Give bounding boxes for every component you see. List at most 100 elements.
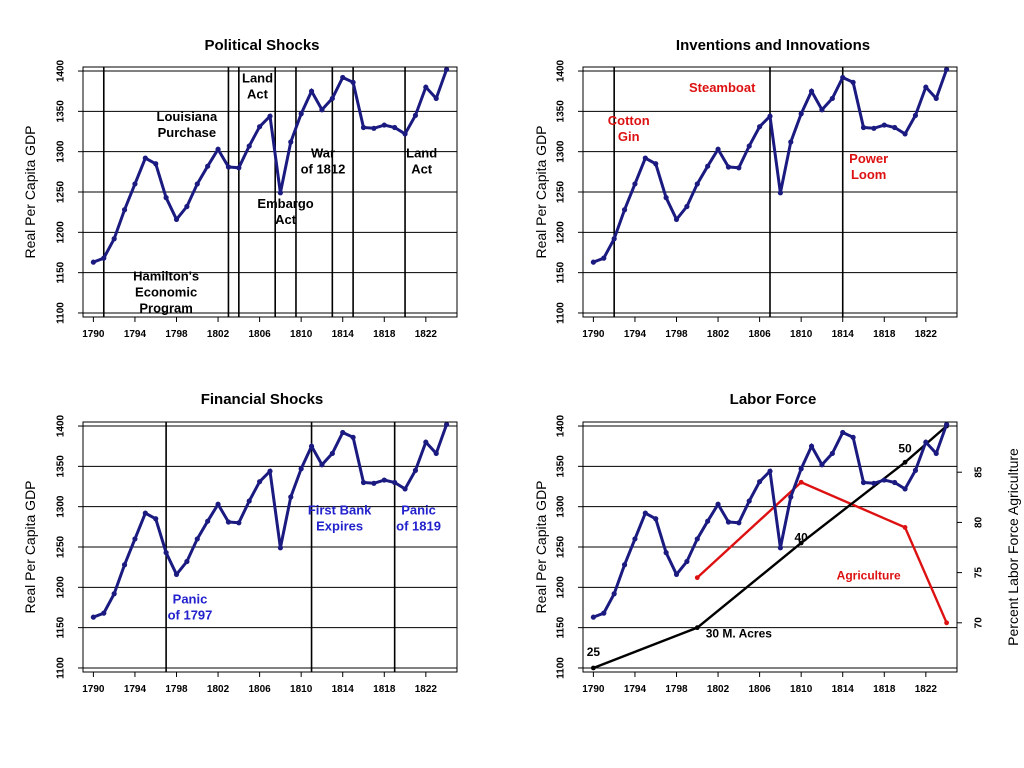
data-point-gdp — [444, 66, 450, 73]
data-point-gdp — [715, 146, 721, 152]
y-tick-label: 1350 — [556, 455, 567, 478]
data-point-gdp — [860, 479, 867, 486]
data-point-gdp — [329, 450, 335, 457]
x-tick-label: 1790 — [82, 329, 105, 340]
y-axis-label: Real Per Capita GDP — [533, 125, 549, 258]
data-point-gdp — [642, 510, 648, 516]
data-point-gdp — [933, 450, 939, 457]
data-point-gdp — [111, 591, 117, 597]
y2-axis-label: Percent Labor Force Agriculture — [1005, 448, 1021, 646]
data-point-gdp — [819, 462, 825, 468]
annotation-label: Land — [406, 145, 437, 160]
data-point-gdp — [267, 468, 273, 474]
series-label: 40 — [794, 530, 808, 544]
x-tick-label: 1818 — [373, 329, 396, 340]
y-tick-label: 1250 — [556, 180, 567, 203]
data-point-gdp — [142, 155, 148, 161]
data-point-gdp — [673, 571, 680, 578]
annotation-label: Expires — [316, 519, 363, 534]
x-tick-label: 1810 — [790, 684, 813, 695]
x-tick-label: 1794 — [124, 684, 147, 695]
data-point-gdp — [101, 610, 107, 616]
data-point-gdp — [746, 143, 752, 149]
annotation-label: War — [311, 145, 335, 160]
data-point-gdp — [632, 181, 638, 187]
data-point-gdp — [850, 79, 856, 85]
x-tick-label: 1814 — [832, 684, 855, 695]
data-point-gdp — [798, 111, 804, 117]
data-point-gdp — [288, 139, 294, 145]
y-axis-label: Real Per Capita GDP — [533, 480, 549, 613]
data-point-gdp — [163, 550, 169, 556]
series-line-gdp — [592, 423, 949, 619]
data-point-agriculture — [944, 620, 950, 626]
series-label: 30 M. Acres — [706, 626, 773, 640]
chart-title: Financial Shocks — [201, 391, 324, 408]
data-point-gdp — [163, 195, 169, 201]
data-point-gdp — [257, 479, 263, 485]
x-tick-label: 1806 — [748, 684, 771, 695]
data-point-gdp — [205, 163, 211, 169]
x-tick-label: 1810 — [290, 329, 313, 340]
data-point-gdp — [653, 161, 659, 167]
y-axis-label: Real Per Capita GDP — [22, 125, 38, 258]
data-point-gdp — [892, 124, 898, 131]
data-point-gdp — [236, 520, 242, 526]
y-tick-label: 1150 — [56, 261, 67, 283]
y-tick-label: 1150 — [556, 261, 567, 283]
data-point-gdp — [205, 518, 211, 524]
y-axis-label: Real Per Capita GDP — [22, 480, 38, 613]
data-point-gdp — [402, 486, 408, 492]
data-point-gdp — [881, 122, 887, 128]
y2-tick-label: 85 — [974, 466, 985, 478]
data-point-gdp — [298, 111, 304, 117]
annotation-label: Panic — [401, 503, 436, 518]
data-point-gdp — [340, 74, 346, 81]
data-point-gdp — [308, 88, 315, 94]
x-tick-label: 1810 — [290, 684, 313, 695]
data-point-gdp — [736, 165, 742, 171]
x-tick-label: 1822 — [915, 684, 938, 695]
data-point-gdp — [912, 467, 919, 473]
y-tick-label: 1300 — [556, 495, 567, 518]
data-point-gdp — [621, 562, 628, 568]
data-point-gdp — [663, 550, 669, 556]
data-point-gdp — [808, 443, 815, 449]
series-label: Agriculture — [837, 568, 901, 582]
annotation-label: First Bank — [308, 503, 372, 518]
y-tick-label: 1300 — [56, 140, 67, 163]
data-point-gdp — [923, 439, 929, 445]
data-point-gdp — [590, 614, 596, 620]
annotation-label: Panic — [173, 591, 208, 606]
x-tick-label: 1822 — [415, 684, 438, 695]
data-point-gdp — [184, 203, 190, 210]
data-point-gdp — [236, 165, 242, 171]
x-tick-label: 1802 — [707, 684, 730, 695]
data-point-gdp — [705, 518, 711, 524]
annotation-label: of 1812 — [301, 161, 346, 176]
data-point-gdp — [840, 429, 846, 436]
x-tick-label: 1814 — [332, 329, 355, 340]
x-tick-label: 1806 — [248, 684, 271, 695]
chart-title: Inventions and Innovations — [676, 37, 870, 54]
data-point-gdp — [642, 155, 648, 161]
data-point-gdp — [90, 614, 96, 620]
data-point-acres — [590, 665, 596, 671]
data-point-gdp — [132, 536, 138, 542]
data-point-gdp — [215, 146, 221, 152]
panel-2: Inventions and Innovations Real Per Capit… — [533, 37, 958, 340]
data-point-gdp — [725, 164, 732, 170]
data-point-gdp — [788, 139, 794, 145]
annotation-label: of 1797 — [168, 607, 213, 622]
data-point-gdp — [433, 450, 439, 457]
series-line-gdp — [92, 423, 449, 619]
data-point-gdp — [121, 562, 128, 568]
x-tick-label: 1798 — [665, 329, 688, 340]
data-point-gdp — [392, 124, 398, 131]
x-tick-label: 1802 — [207, 329, 230, 340]
x-tick-label: 1818 — [373, 684, 396, 695]
data-point-gdp — [412, 112, 419, 118]
data-point-gdp — [944, 66, 950, 73]
data-point-gdp — [705, 163, 711, 169]
x-tick-label: 1790 — [82, 684, 105, 695]
